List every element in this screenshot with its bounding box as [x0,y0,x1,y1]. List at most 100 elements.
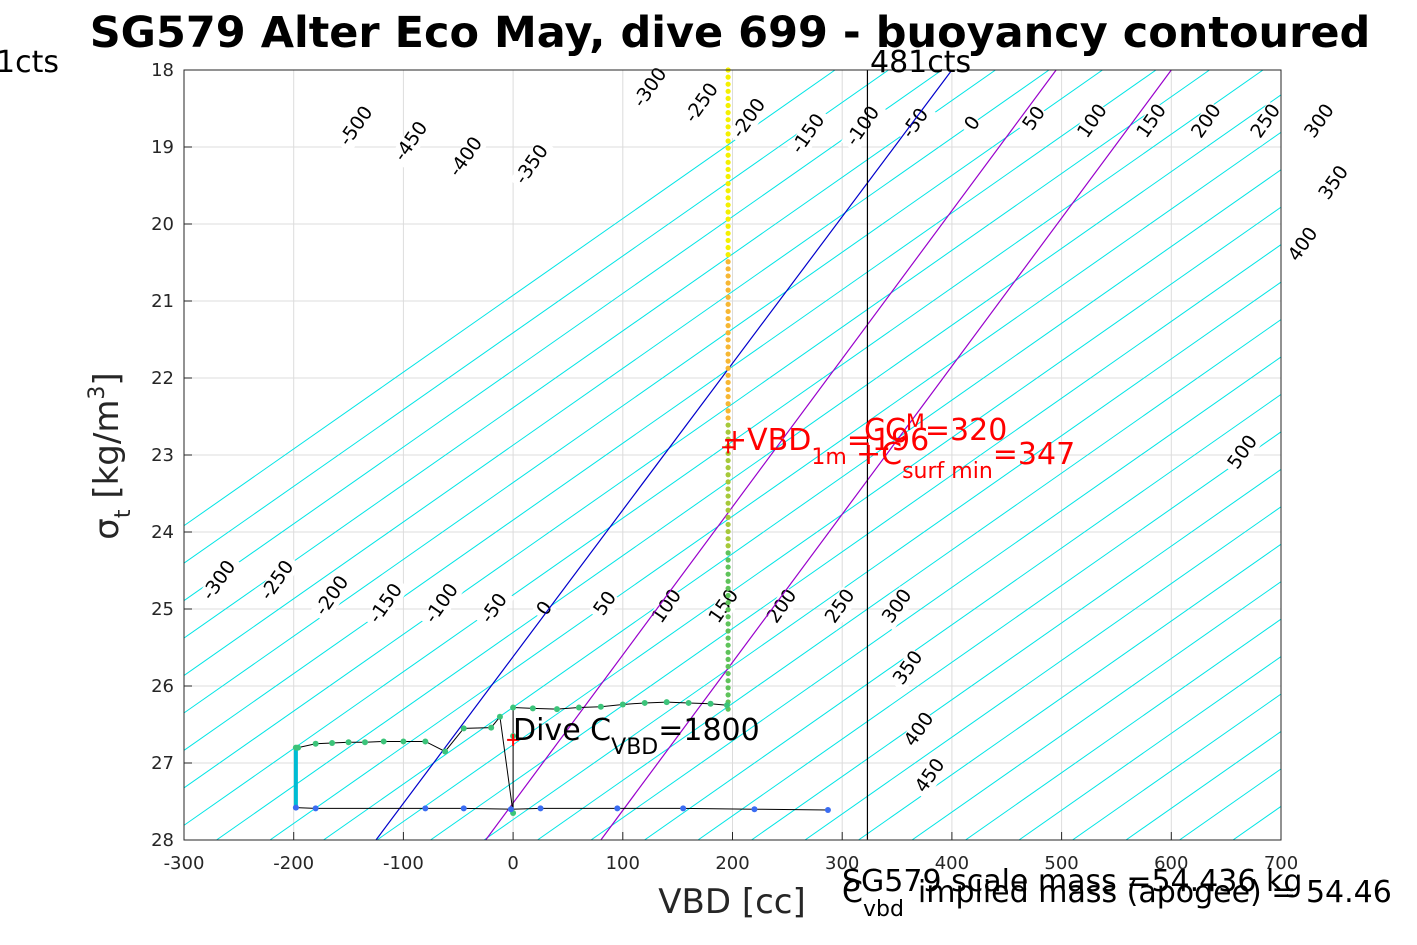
y-axis-label-close: ] [87,372,127,385]
dive-cvbd-value: =1800 [658,713,759,748]
contour-line [804,506,1281,840]
contour-line [644,393,1281,840]
contour-label: 450 [909,754,949,800]
contour-line [1394,70,1417,840]
top-right-cts-label: 481cts [870,45,971,80]
vbd-1m-label: +VBD [722,423,811,458]
profile-point-vertical [725,394,731,400]
contour-label: 0 [531,597,557,623]
profile-point-dive [329,739,336,746]
contour-label-bg [1313,162,1353,208]
profile-point-vertical [725,124,731,130]
profile-point-vertical [725,259,731,265]
profile-point-dive [641,699,648,706]
contour-label: -300 [627,60,675,115]
profile-point-vertical [725,138,731,144]
contour-label-bg [887,647,928,693]
profile-point-vertical [725,422,731,428]
profile-point-vertical [725,145,731,151]
contour-line [184,70,1210,789]
profile-point-vertical [725,656,731,662]
y-tick-label: 19 [151,137,174,158]
profile-point-vertical [725,401,731,407]
profile-point-vertical [725,166,731,173]
profile-point-dive [460,725,467,732]
x-tick-label: 200 [715,853,749,874]
profile-point-vertical [725,351,731,357]
contour-label: 50 [1017,102,1050,138]
contour-label: 300 [876,585,916,631]
profile-point-vertical [725,578,731,584]
x-tick-label: -200 [273,853,314,874]
scale-mass-text: SG579 scale mass =54.436 kg [842,864,1302,899]
profile-point-dive [529,705,536,712]
profile-point-vertical [725,550,731,556]
profile-point-climb [751,806,758,813]
profile-point-vertical [725,131,731,137]
profile-point-vertical [725,436,731,442]
contour-line [376,206,1281,840]
cc-label: CC [864,413,906,448]
c-vbd-prefix: C [842,875,863,910]
y-axis-label: σt [kg/m3] [85,372,136,539]
contour-line [184,70,1157,752]
contour-label: -350 [509,137,556,192]
contour-line [184,70,943,602]
contour-label-bg [333,99,381,154]
profile-point-climb [537,805,544,812]
reference-lines [375,70,1172,840]
vbd-1m-sub: 1m [811,445,846,470]
contour-label: -150 [785,106,833,161]
contour-line [323,169,1281,840]
contour-label-bg [679,75,726,131]
profile-point-vertical [725,450,731,457]
contour-label: 0 [959,112,985,138]
profile-point-dive [362,739,369,746]
contour-label-bg [959,113,985,138]
contour-label-bg [196,553,244,608]
x-tick-label: -300 [164,853,205,874]
contour-label-bg [726,91,773,146]
profile-point-vertical [725,479,731,485]
profile-point-vertical [725,287,731,293]
profile-point-vertical [725,152,731,158]
profile-point-vertical [725,514,731,520]
contour-line [751,468,1281,840]
contour-line [184,70,836,527]
contour-label-bg [1222,432,1262,477]
profile-point-vertical [725,252,731,258]
profile-point-vertical [725,315,731,322]
profile-point-vertical [725,599,731,606]
contour-line [590,356,1281,840]
profile-point-climb [312,805,319,812]
contour-line [184,70,1264,826]
profile-point-vertical [725,188,731,194]
profile-point-climb [824,806,831,813]
contour-line [184,70,1050,677]
profile-point-vertical [725,500,731,506]
profile-point-vertical [725,465,731,471]
profile-point-vertical [725,88,731,94]
profile-point-climb [460,805,467,812]
ref-line-purple_1 [485,70,1057,840]
profile-point-dive [663,699,670,706]
profile-point-vertical [725,216,731,222]
contour-line [269,131,1281,840]
profile-point-vertical [725,195,731,201]
c-vbd-surf-annotation: +Csurf min=347 [856,437,1075,484]
profile-point-vertical [725,457,731,464]
profile-point-vertical [725,181,731,187]
contour-label: 100 [646,585,686,631]
contour-line [858,543,1281,840]
profile-point-vertical [725,294,731,300]
contour-line [1072,693,1281,840]
profile-point-dive [422,738,429,745]
profile-point-vertical [725,102,731,109]
contour-line [430,244,1281,840]
contour-label: 200 [1186,100,1226,146]
profile-point-vertical [725,528,731,535]
contour-label: -50 [475,586,515,631]
profile-point-dive [312,740,319,747]
contour-label-bg [1131,101,1171,146]
